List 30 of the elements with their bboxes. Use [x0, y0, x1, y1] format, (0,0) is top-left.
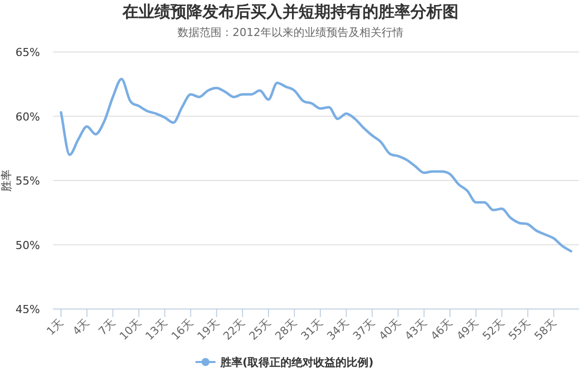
x-tick-label: 37天	[350, 316, 378, 343]
x-tick-label: 43天	[402, 316, 430, 343]
x-tick-label: 31天	[298, 316, 326, 343]
legend: 胜率(取得正的绝对收益的比例)	[196, 356, 374, 369]
x-tick-label: 28天	[272, 316, 300, 343]
y-tick-label: 65%	[16, 46, 40, 59]
x-tick-label: 55天	[506, 316, 533, 343]
x-tick-label: 19天	[194, 316, 222, 343]
x-tick-label: 7天	[96, 316, 118, 338]
x-tick-label: 25天	[246, 316, 274, 343]
chart-title: 在业绩预降发布后买入并短期持有的胜率分析图	[122, 2, 458, 21]
x-tick-label: 58天	[532, 316, 559, 343]
x-tick-label: 46天	[428, 316, 456, 343]
y-tick-label: 50%	[16, 238, 40, 252]
y-axis-title: 胜率	[0, 170, 13, 192]
line-series	[60, 78, 572, 252]
y-tick-label: 45%	[16, 303, 40, 316]
y-tick-label: 55%	[16, 174, 40, 188]
x-tick-label: 52天	[480, 316, 507, 343]
x-tick-label: 16天	[168, 316, 196, 343]
x-tick-label: 4天	[70, 316, 92, 338]
x-tick-label: 49天	[454, 316, 482, 343]
y-tick-label: 60%	[16, 110, 40, 124]
x-tick-label: 10天	[117, 316, 144, 343]
x-tick-label: 34天	[324, 316, 352, 343]
x-tick-label: 1天	[44, 316, 66, 338]
x-tick-label: 13天	[142, 316, 170, 343]
x-tick-label: 40天	[376, 316, 404, 343]
x-tick-label: 22天	[220, 316, 248, 343]
chart-subtitle: 数据范围：2012年以来的业绩预告及相关行情	[178, 26, 404, 39]
